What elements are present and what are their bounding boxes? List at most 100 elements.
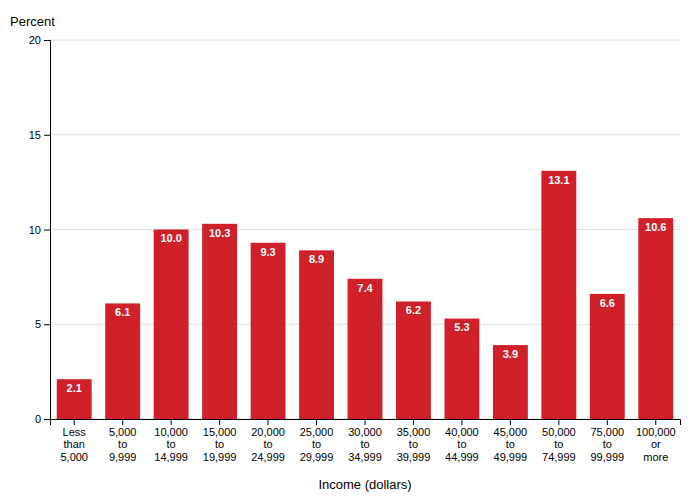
x-tick: 100,000ormore [636, 419, 676, 463]
x-tick-label-line: 5,000 [60, 451, 88, 463]
bar [396, 302, 431, 419]
bar [444, 319, 479, 419]
y-tick-label: 0 [35, 413, 41, 425]
bar [493, 345, 528, 419]
y-tick-mark [44, 40, 50, 41]
y-tick-mark [44, 324, 50, 325]
x-tick-label-line: 20,000 [251, 426, 285, 438]
x-tick-label-line: 19,999 [203, 451, 237, 463]
x-tick-label: 15,000to19,999 [203, 426, 237, 463]
x-tick-label-line: 100,000 [636, 426, 676, 438]
x-tick-label-line: 24,999 [251, 451, 285, 463]
x-tick-mark [171, 419, 172, 425]
x-tick-mark [268, 419, 269, 425]
y-tick-label: 15 [29, 129, 41, 141]
x-tick-mark [122, 419, 123, 425]
x-axis: Lessthan5,0005,000to9,99910,000to14,9991… [51, 419, 681, 463]
data-label: 2.1 [67, 382, 82, 394]
x-tick-label-line: to [360, 438, 369, 450]
grid-line [50, 229, 680, 230]
x-tick-mark [365, 419, 366, 425]
x-tick-mark [316, 419, 317, 425]
x-tick-label-line: more [643, 451, 668, 463]
x-tick-label-line: to [409, 438, 418, 450]
x-tick-label: 40,000to44,999 [445, 426, 479, 463]
x-tick-label: 75,000to99,999 [590, 426, 624, 463]
data-label: 7.4 [357, 282, 373, 294]
x-tick-label-line: 75,000 [590, 426, 624, 438]
y-tick: 0 [35, 413, 50, 425]
x-tick: 75,000to99,999 [590, 419, 624, 463]
x-tick-label-line: 14,999 [154, 451, 188, 463]
x-tick: 10,000to14,999 [154, 419, 188, 463]
data-label: 5.3 [454, 321, 469, 333]
y-axis-title: Percent [10, 14, 55, 29]
x-tick-label-line: 39,999 [397, 451, 431, 463]
plot-area: 05101520Lessthan5,0005,000to9,99910,000t… [10, 14, 681, 492]
data-label: 8.9 [309, 253, 324, 265]
x-tick-mark [607, 419, 608, 425]
x-tick-label-line: or [651, 438, 661, 450]
x-tick-label-line: to [457, 438, 466, 450]
x-tick-label-line: 30,000 [348, 426, 382, 438]
x-tick-label-line: to [118, 438, 127, 450]
x-tick-label: 20,000to24,999 [251, 426, 285, 463]
x-tick-label-line: 74,999 [542, 451, 576, 463]
data-label: 10.0 [160, 232, 181, 244]
x-tick-label: 30,000to34,999 [348, 426, 382, 463]
x-tick-label-line: 10,000 [154, 426, 188, 438]
x-tick-label-line: to [167, 438, 176, 450]
x-tick-label-line: 45,000 [494, 426, 528, 438]
x-tick-label-line: 15,000 [203, 426, 237, 438]
x-tick-label-line: 50,000 [542, 426, 576, 438]
x-tick: 45,000to49,999 [494, 419, 528, 463]
x-tick-label: 100,000ormore [636, 426, 676, 463]
bar [541, 171, 576, 419]
x-axis-title: Income (dollars) [318, 477, 411, 492]
data-label: 6.6 [600, 297, 615, 309]
bar [590, 294, 625, 419]
x-tick-label-line: 44,999 [445, 451, 479, 463]
x-tick: 25,000to29,999 [300, 419, 334, 463]
bar [638, 218, 673, 419]
bar [299, 250, 334, 419]
data-label: 6.1 [115, 306, 130, 318]
bar [154, 230, 189, 420]
x-tick-label-line: 25,000 [300, 426, 334, 438]
bar [105, 303, 140, 419]
data-label: 3.9 [503, 348, 518, 360]
data-labels: 2.16.110.010.39.38.97.46.25.33.913.16.61… [67, 174, 667, 394]
y-axis-line [44, 41, 51, 420]
x-tick-mark [461, 419, 462, 425]
bars [57, 171, 673, 419]
x-tick: 5,000to9,999 [109, 419, 137, 463]
data-label: 10.6 [645, 221, 666, 233]
x-tick: 40,000to44,999 [445, 419, 479, 463]
x-tick: 50,000to74,999 [542, 419, 576, 463]
y-tick: 5 [35, 318, 50, 330]
bar [202, 224, 237, 419]
x-tick-label-line: to [312, 438, 321, 450]
x-tick-mark [510, 419, 511, 425]
x-tick-label-line: to [506, 438, 515, 450]
x-tick-label: 45,000to49,999 [494, 426, 528, 463]
data-label: 9.3 [260, 246, 275, 258]
grid [50, 40, 680, 419]
bar [251, 243, 286, 419]
x-tick-label: 10,000to14,999 [154, 426, 188, 463]
x-tick-mark [655, 419, 656, 425]
y-tick: 15 [29, 129, 50, 141]
y-tick: 10 [29, 224, 50, 236]
x-tick: 15,000to19,999 [203, 419, 237, 463]
x-tick-label-line: 9,999 [109, 451, 137, 463]
x-tick-label: 35,000to39,999 [397, 426, 431, 463]
data-label: 13.1 [548, 174, 569, 186]
x-tick-mark [558, 419, 559, 425]
x-tick-label-line: to [215, 438, 224, 450]
x-tick: 20,000to24,999 [251, 419, 285, 463]
x-tick-label-line: 40,000 [445, 426, 479, 438]
x-tick-label: 5,000to9,999 [109, 426, 137, 463]
x-axis-line [51, 420, 681, 426]
bar [57, 379, 92, 419]
x-tick-label-line: Less [63, 426, 87, 438]
